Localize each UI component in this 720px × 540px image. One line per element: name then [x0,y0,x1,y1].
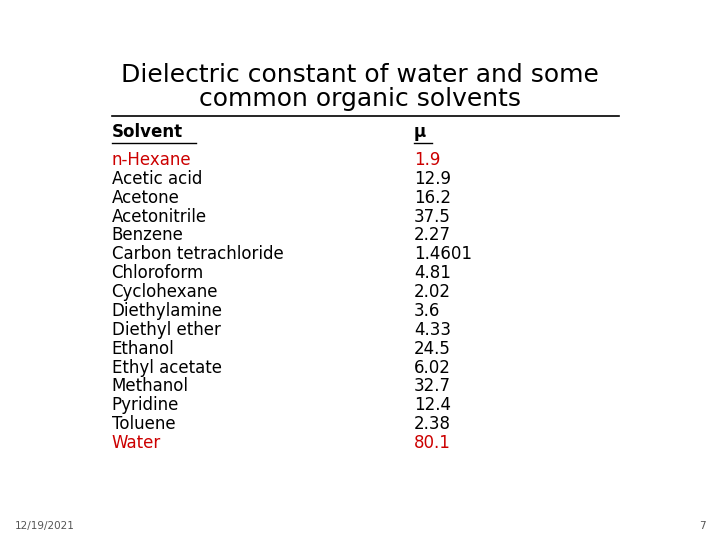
Text: 3.6: 3.6 [414,302,441,320]
Text: 7: 7 [699,521,706,531]
Text: 24.5: 24.5 [414,340,451,357]
Text: Toluene: Toluene [112,415,175,433]
Text: 80.1: 80.1 [414,434,451,452]
Text: Acetonitrile: Acetonitrile [112,207,207,226]
Text: Dielectric constant of water and some: Dielectric constant of water and some [121,64,599,87]
Text: 37.5: 37.5 [414,207,451,226]
Text: 12.9: 12.9 [414,170,451,188]
Text: Acetone: Acetone [112,188,179,207]
Text: Diethyl ether: Diethyl ether [112,321,220,339]
Text: Pyridine: Pyridine [112,396,179,414]
Text: 2.27: 2.27 [414,226,451,245]
Text: Chloroform: Chloroform [112,264,204,282]
Text: Water: Water [112,434,161,452]
Text: 16.2: 16.2 [414,188,451,207]
Text: Pharmacognosy I – Third: Pharmacognosy I – Third [14,15,186,28]
Text: Lecture 4- Principles of Separation Techniques: Lecture 4- Principles of Separation Tech… [490,15,720,28]
Text: Ethanol: Ethanol [112,340,174,357]
Text: 1.4601: 1.4601 [414,245,472,264]
Text: 1.9: 1.9 [414,151,441,169]
Text: Methanol: Methanol [112,377,189,395]
Text: 4.81: 4.81 [414,264,451,282]
Text: common organic solvents: common organic solvents [199,87,521,111]
Text: Ethyl acetate: Ethyl acetate [112,359,222,376]
Text: μ: μ [414,123,426,140]
Text: 4.33: 4.33 [414,321,451,339]
Text: Acetic acid: Acetic acid [112,170,202,188]
Text: Cyclohexane: Cyclohexane [112,283,218,301]
Text: Diethylamine: Diethylamine [112,302,222,320]
Text: Carbon tetrachloride: Carbon tetrachloride [112,245,284,264]
Text: 12/19/2021: 12/19/2021 [14,521,74,531]
Text: 2.02: 2.02 [414,283,451,301]
Text: 12.4: 12.4 [414,396,451,414]
Text: Solvent: Solvent [112,123,183,140]
Text: Benzene: Benzene [112,226,184,245]
Text: 6.02: 6.02 [414,359,451,376]
Text: 2.38: 2.38 [414,415,451,433]
Text: 32.7: 32.7 [414,377,451,395]
Text: n-Hexane: n-Hexane [112,151,192,169]
